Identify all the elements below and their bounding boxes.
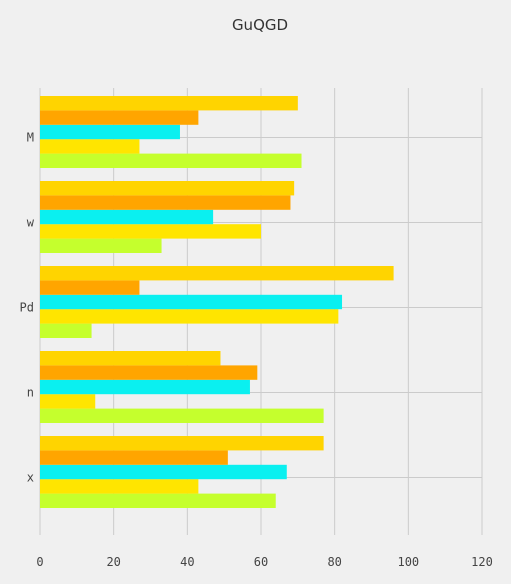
bar-M-s0 bbox=[40, 153, 302, 168]
y-tick-label: x bbox=[27, 471, 34, 485]
bar-w-s1 bbox=[40, 224, 261, 239]
bar-M-s1 bbox=[40, 139, 140, 154]
bar-x-s0 bbox=[40, 493, 276, 508]
bar-n-s4 bbox=[40, 351, 221, 366]
x-tick-label: 120 bbox=[471, 555, 493, 569]
bar-n-s3 bbox=[40, 365, 258, 380]
bar-w-s2 bbox=[40, 209, 214, 225]
bar-Pd-s4 bbox=[40, 266, 394, 281]
bar-x-s4 bbox=[40, 436, 324, 451]
y-tick-labels: x n Pd w M bbox=[20, 131, 35, 485]
bar-x-s2 bbox=[40, 464, 287, 480]
bar-M-s2 bbox=[40, 124, 180, 140]
bar-M-s4 bbox=[40, 96, 298, 111]
bar-w-s0 bbox=[40, 238, 162, 253]
bar-w-s4 bbox=[40, 181, 295, 196]
bar-n-s0 bbox=[40, 408, 324, 423]
bar-x-s1 bbox=[40, 479, 199, 494]
x-tick-label: 80 bbox=[327, 555, 341, 569]
bar-Pd-s1 bbox=[40, 309, 339, 324]
x-tick-label: 20 bbox=[106, 555, 120, 569]
x-tick-label: 60 bbox=[254, 555, 268, 569]
x-tick-labels: 0 20 40 60 80 100 120 bbox=[36, 555, 492, 569]
bar-n-s2 bbox=[40, 379, 250, 395]
y-tick-label: M bbox=[27, 131, 34, 145]
bar-Pd-s2 bbox=[40, 294, 343, 310]
x-tick-label: 0 bbox=[36, 555, 43, 569]
x-tick-label: 100 bbox=[397, 555, 419, 569]
bar-M-s3 bbox=[40, 110, 199, 125]
bar-Pd-s3 bbox=[40, 280, 140, 295]
bar-x-s3 bbox=[40, 450, 228, 465]
bar-Pd-s0 bbox=[40, 323, 92, 338]
y-tick-label: n bbox=[27, 386, 34, 400]
y-tick-label: Pd bbox=[20, 301, 34, 315]
x-tick-label: 40 bbox=[180, 555, 194, 569]
chart-title: GuQGD bbox=[232, 16, 288, 34]
bar-w-s3 bbox=[40, 195, 291, 210]
bar-n-s1 bbox=[40, 394, 96, 409]
y-tick-label: w bbox=[27, 216, 35, 230]
bars bbox=[40, 96, 394, 508]
